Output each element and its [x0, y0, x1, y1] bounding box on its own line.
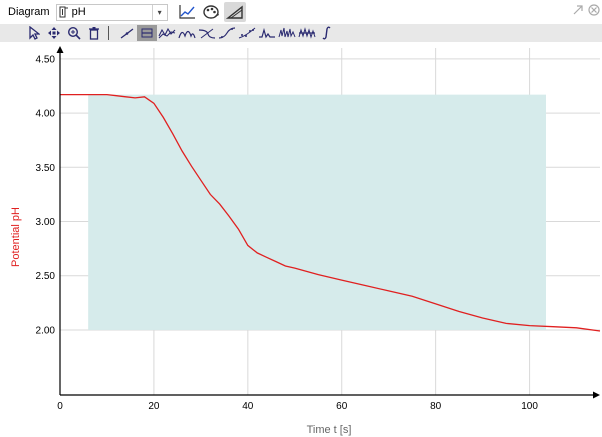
range-icon[interactable]: [137, 25, 157, 41]
toolbar-separator: [108, 26, 109, 40]
palette-icon[interactable]: [200, 2, 222, 22]
trash-icon[interactable]: [84, 25, 104, 41]
top-toolbar: Diagram pH ▾: [0, 0, 602, 24]
sensor-icon: [59, 6, 68, 18]
tangent-icon[interactable]: [117, 25, 137, 41]
x-tick-label: 60: [336, 401, 348, 412]
noise-icon[interactable]: [277, 25, 297, 41]
y-tick-label: 3.00: [36, 217, 56, 228]
popout-icon[interactable]: [572, 4, 584, 16]
peak-icon[interactable]: [177, 25, 197, 41]
axes-layer: [56, 46, 600, 399]
y-tick-label: 4.50: [36, 54, 56, 65]
curve-icon[interactable]: [217, 25, 237, 41]
zoom-icon[interactable]: [64, 25, 84, 41]
ruler-icon[interactable]: [223, 2, 246, 22]
sensor-select-value: pH: [71, 6, 86, 18]
close-icon[interactable]: [588, 4, 600, 16]
analysis-toolbar: [0, 24, 602, 42]
chevron-down-icon[interactable]: ▾: [151, 4, 167, 20]
highlight-region[interactable]: [88, 94, 546, 330]
pointer-icon[interactable]: [24, 25, 44, 41]
average-icon[interactable]: [297, 25, 317, 41]
tick-labels: 0 20 40 60 80 100 2.00 2.50 3.00 3.50 4.00 4.50: [36, 54, 539, 412]
y-tick-label: 2.00: [36, 325, 56, 336]
series-line-ph[interactable]: [60, 93, 601, 332]
smooth-icon[interactable]: [157, 25, 177, 41]
y-axis-title: Potential pH: [10, 207, 22, 267]
fit-icon[interactable]: [197, 25, 217, 41]
diagram-label: Diagram: [8, 6, 50, 18]
y-axis-arrow: [56, 46, 64, 53]
spectrum-icon[interactable]: [257, 25, 277, 41]
y-tick-label: 2.50: [36, 271, 56, 282]
y-tick-label: 4.00: [36, 109, 56, 120]
y-tick-label: 3.50: [36, 163, 56, 174]
x-tick-label: 20: [148, 401, 160, 412]
line-chart-icon[interactable]: [176, 2, 198, 22]
window-controls: [572, 4, 600, 16]
x-axis-title: Time t [s]: [307, 424, 352, 436]
scatter-icon[interactable]: [237, 25, 257, 41]
x-tick-label: 100: [521, 401, 538, 412]
pan-icon[interactable]: [44, 25, 64, 41]
integral-icon[interactable]: [317, 25, 337, 41]
ph-chart[interactable]: 0 20 40 60 80 100 2.00 2.50 3.00 3.50 4.00 4.50 Tim…: [0, 42, 602, 437]
x-tick-label: 0: [57, 401, 63, 412]
x-tick-label: 80: [430, 401, 442, 412]
sensor-select[interactable]: pH ▾: [55, 3, 168, 21]
x-tick-label: 40: [242, 401, 254, 412]
x-axis-arrow: [593, 391, 600, 399]
